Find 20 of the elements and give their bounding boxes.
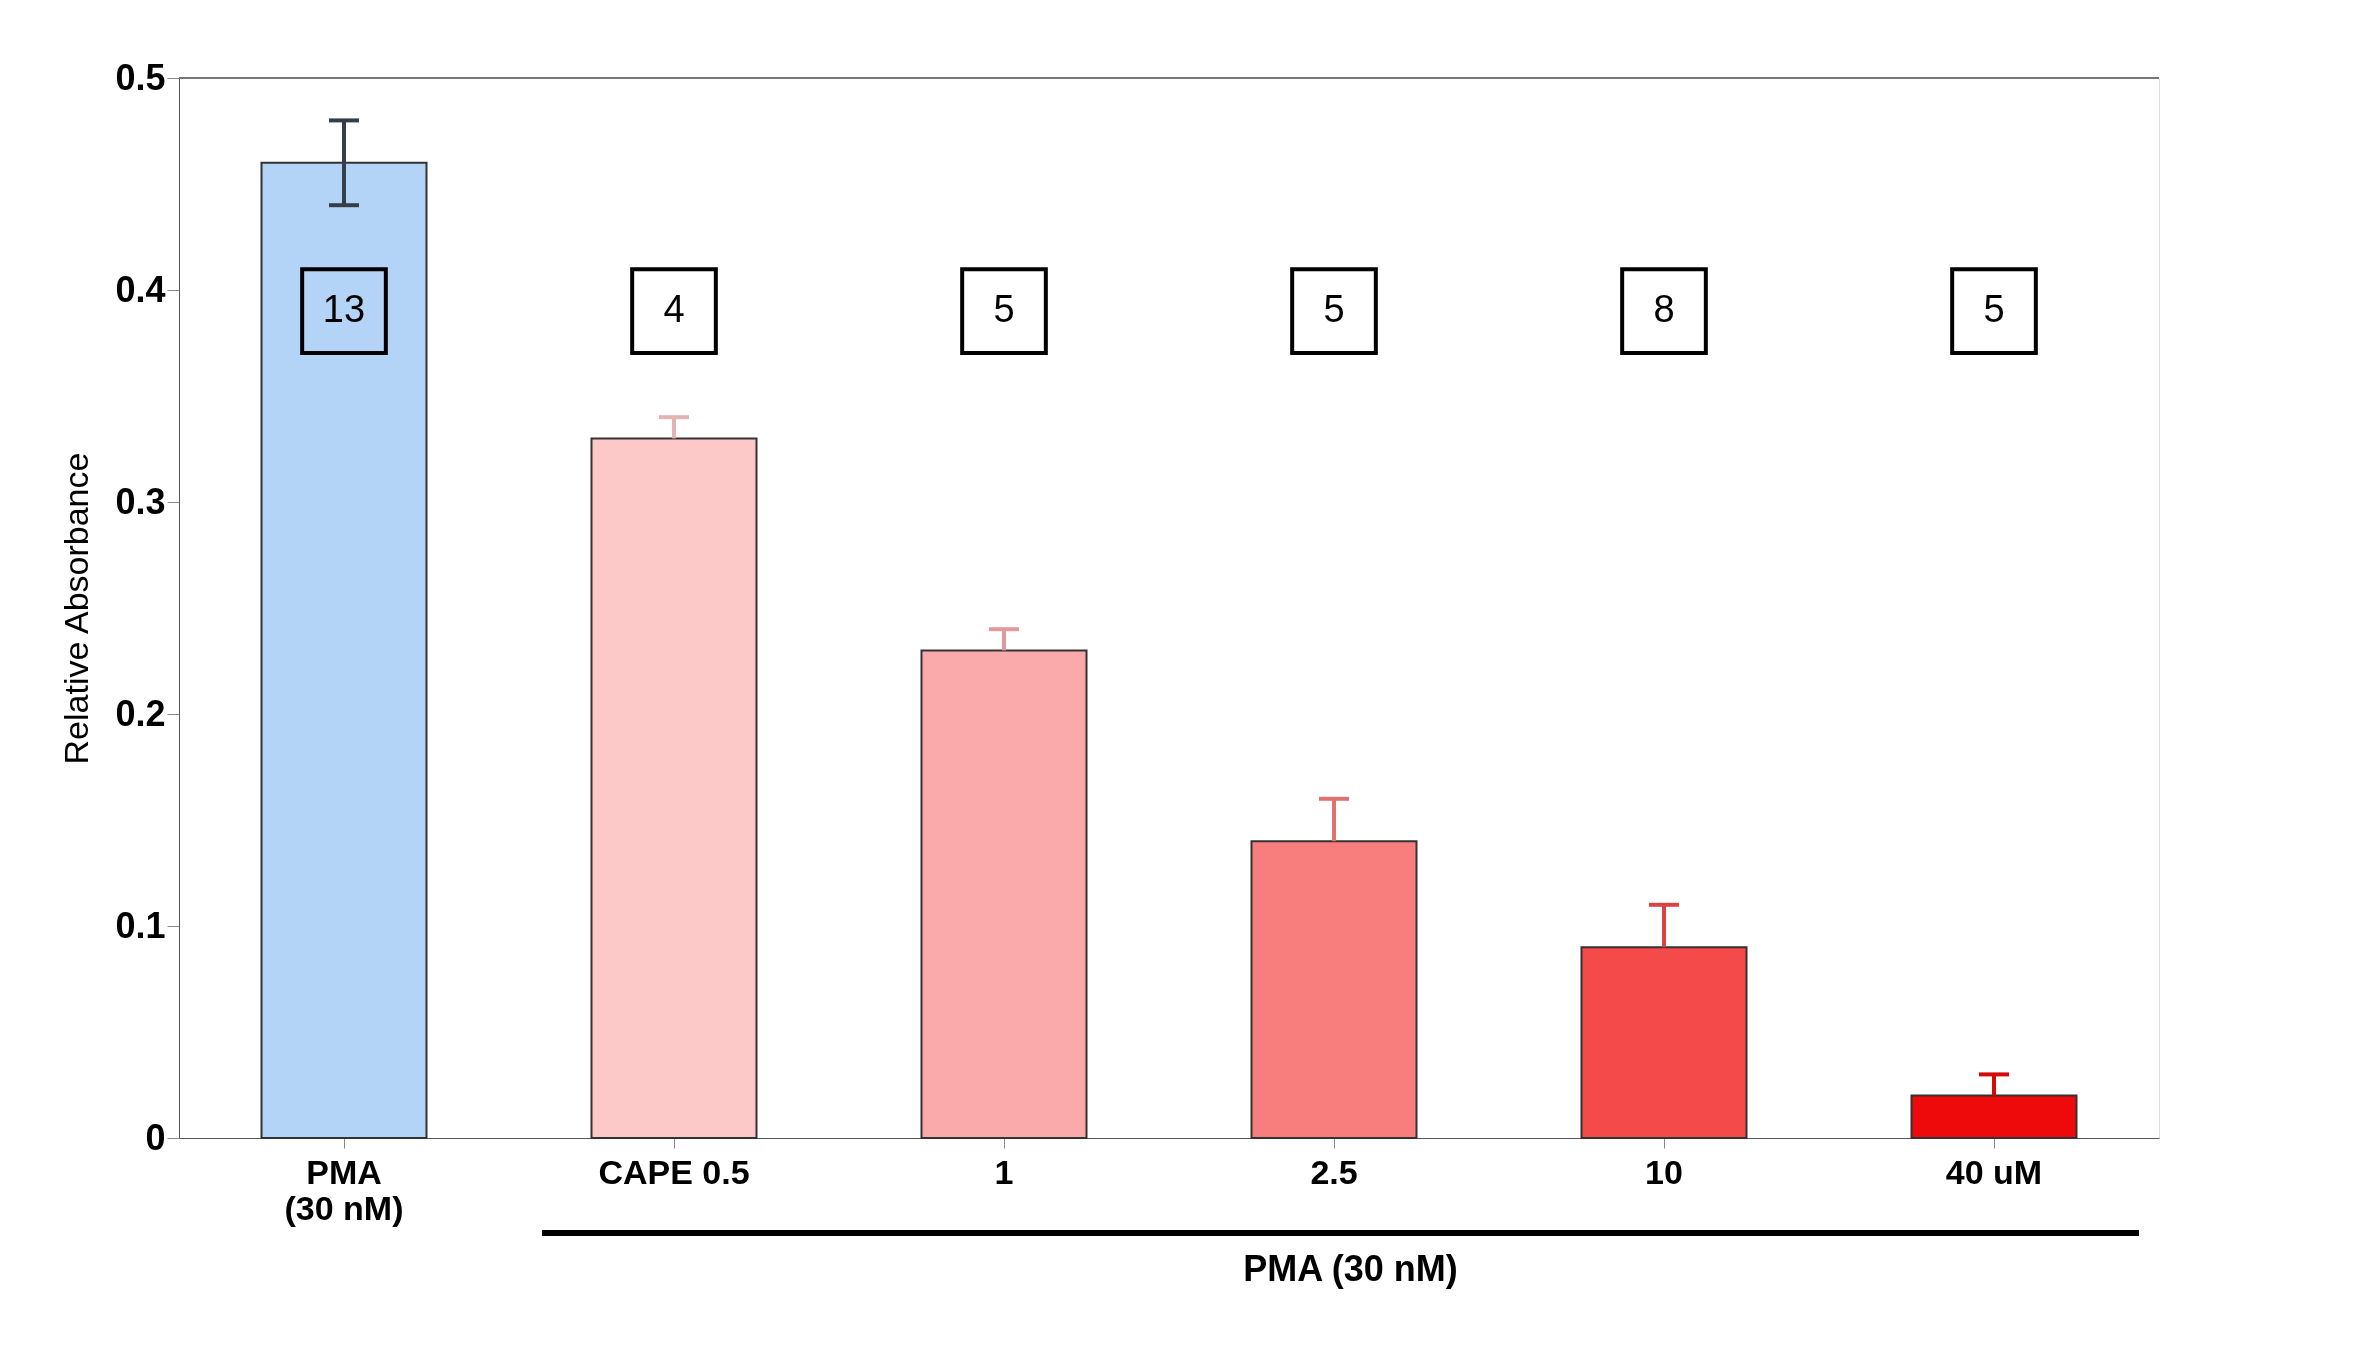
y-tick-label: 0.5: [115, 56, 166, 98]
y-tick-label: 0: [145, 1116, 166, 1158]
x-tick-label: 2.5: [1310, 1152, 1358, 1191]
y-tick-label: 0.1: [115, 904, 166, 946]
annotation: 5: [1323, 288, 1345, 331]
x-tick-label: 1: [994, 1152, 1014, 1191]
annotation: 5: [1983, 288, 2005, 331]
annotation: 5: [993, 288, 1015, 331]
y-tick-label: 0.4: [115, 268, 166, 310]
x-tick-label: PMA (30 nM): [284, 1152, 404, 1227]
x-tick-label: 10: [1645, 1152, 1683, 1191]
y-tick-label: 0.2: [115, 692, 166, 734]
x-tick-label: 40 uM: [1945, 1152, 2043, 1191]
annotation: 4: [663, 288, 685, 331]
annotation: 8: [1653, 288, 1675, 331]
x-tick-label: CAPE 0.5: [598, 1152, 750, 1191]
annotation: 13: [322, 288, 366, 331]
text: PMA (30 nM): [1243, 1248, 1458, 1289]
y-axis-title: Relative Absorbance: [57, 452, 96, 765]
y-tick-label: 0.3: [115, 480, 166, 522]
